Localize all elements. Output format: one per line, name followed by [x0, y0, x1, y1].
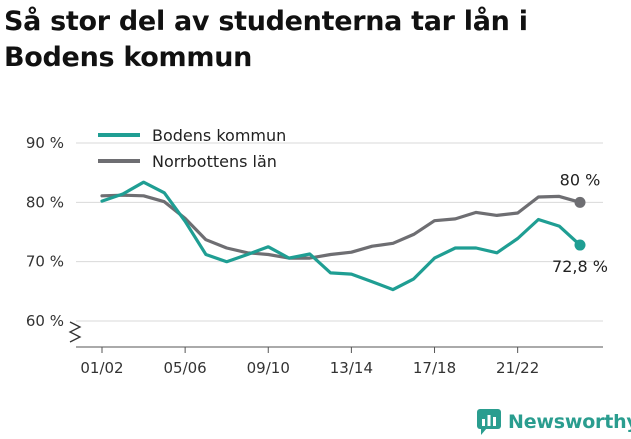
y-tick-label: 70 % — [26, 253, 64, 271]
y-axis: 60 % 70 % 80 % 90 % — [26, 134, 82, 343]
end-point-marker — [574, 196, 586, 208]
newsworthy-logo: Newsworthy — [476, 408, 631, 436]
end-markers: 72,8 % 80 % — [552, 170, 608, 276]
chart-title: Så stor del av studenterna tar lån i Bod… — [4, 6, 528, 73]
end-value-label: 72,8 % — [552, 257, 608, 276]
y-tick-label: 90 % — [26, 134, 64, 152]
legend: Bodens kommun Norrbottens län — [98, 126, 286, 171]
gridlines — [76, 142, 603, 322]
x-tick-label: 13/14 — [330, 359, 373, 377]
x-tick-label: 01/02 — [80, 359, 123, 377]
axis-break-zigzag — [68, 321, 82, 343]
series-lines — [100, 180, 582, 292]
legend-label: Norrbottens län — [152, 152, 277, 171]
x-tick-label: 09/10 — [247, 359, 290, 377]
series-line-bodens-kommun — [100, 180, 582, 292]
brand-name: Newsworthy — [508, 411, 631, 433]
x-tick-label: 05/06 — [164, 359, 207, 377]
x-axis: 01/02 05/06 09/10 13/14 17/18 21/22 — [76, 346, 603, 377]
y-tick-label: 60 % — [26, 312, 64, 330]
end-point-marker — [574, 239, 586, 251]
bar-chart-speech-icon — [477, 409, 501, 435]
legend-label: Bodens kommun — [152, 126, 286, 145]
x-tick-label: 17/18 — [413, 359, 456, 377]
x-tick-label: 21/22 — [496, 359, 539, 377]
y-tick-label: 80 % — [26, 193, 64, 211]
end-value-label: 80 % — [560, 170, 601, 189]
